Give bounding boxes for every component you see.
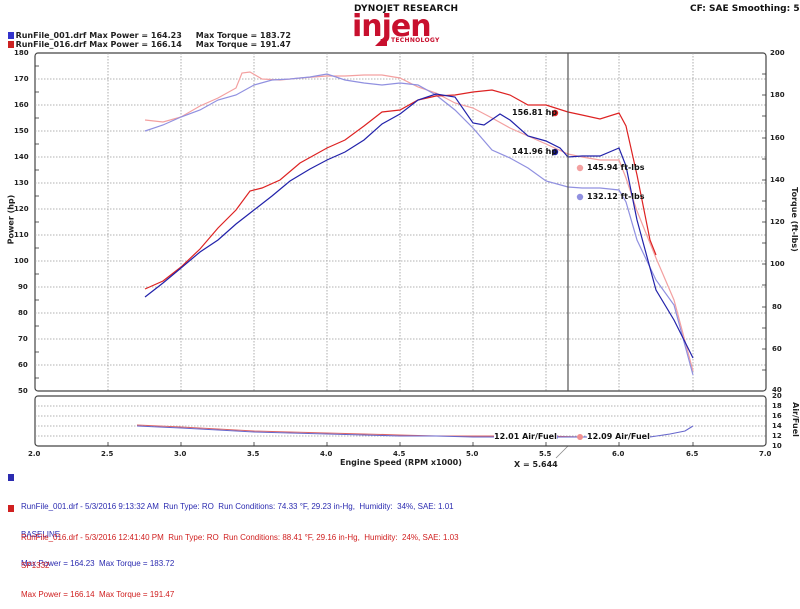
injen-logo: injen: [352, 9, 432, 44]
run2-description: SP1332: [21, 561, 50, 570]
power-tick: 90: [18, 283, 28, 291]
legend-run-1: RunFile_001.drf Max Power = 164.23 Max To…: [2, 22, 291, 40]
torque-tick: 160: [770, 134, 785, 142]
power-tick: 80: [18, 309, 28, 317]
logo-triangle-icon: [375, 34, 387, 46]
power-tick: 160: [14, 101, 29, 109]
torque-tick: 140: [770, 176, 785, 184]
power-tick: 180: [14, 49, 29, 57]
legend-run-1-file: RunFile_001.drf: [15, 31, 87, 40]
red-power-marker-label: 156.81 hp: [512, 108, 558, 117]
x-tick: 7.0: [759, 450, 772, 458]
torque-axis-label: Torque (ft-lbs): [789, 187, 799, 252]
legend-run-1-power: Max Power = 164.23: [89, 31, 182, 40]
legend-run-2-power: Max Power = 166.14: [89, 40, 182, 49]
x-tick: 3.0: [174, 450, 187, 458]
run2-info: RunFile_016.drf - 5/3/2016 12:41:40 PM R…: [8, 504, 459, 609]
power-tick: 60: [18, 361, 28, 369]
torque-tick: 80: [772, 303, 782, 311]
power-axis-label: Power (hp): [6, 194, 16, 245]
power-tick: 130: [14, 179, 29, 187]
legend-run-2-file: RunFile_016.drf: [15, 40, 87, 49]
power-tick: 120: [14, 205, 29, 213]
power-tick: 110: [14, 231, 29, 239]
red-swatch-icon: [8, 505, 14, 512]
blue-swatch-icon: [7, 32, 14, 39]
afr-tick: 14: [772, 422, 782, 430]
power-tick: 150: [14, 127, 29, 135]
x-tick: 5.0: [466, 450, 479, 458]
x-tick: 4.5: [393, 450, 406, 458]
blue-torque-marker-label: 132.12 ft-lbs: [587, 192, 645, 201]
power-tick: 70: [18, 335, 28, 343]
red-torque-marker-label: 145.94 ft-lbs: [587, 163, 645, 172]
run1-details: RunFile_001.drf - 5/3/2016 9:13:32 AM Ru…: [21, 501, 454, 511]
afr-tick: 18: [772, 402, 782, 410]
x-tick: 6.5: [686, 450, 699, 458]
run2-max-values: Max Power = 166.14 Max Torque = 191.47: [21, 589, 175, 599]
blue-power-marker-label: 141.96 hp: [512, 147, 558, 156]
legend-run-2: RunFile_016.drf Max Power = 166.14 Max To…: [2, 31, 291, 49]
blue-swatch-icon: [8, 474, 14, 481]
x-tick: 5.5: [539, 450, 552, 458]
torque-tick: 60: [772, 345, 782, 353]
red-afr-marker-label: 12.09 Air/Fuel: [587, 432, 650, 441]
afr-tick: 12: [772, 432, 782, 440]
afr-tick: 20: [772, 392, 782, 400]
x-axis-label: Engine Speed (RPM x1000): [340, 458, 462, 467]
torque-tick: 100: [770, 260, 785, 268]
dyno-chart: [34, 52, 767, 459]
blue-afr-marker-label: 12.01 Air/Fuel: [494, 432, 557, 441]
red-swatch-icon: [7, 41, 14, 48]
x-tick: 3.5: [247, 450, 260, 458]
power-tick: 140: [14, 153, 29, 161]
torque-tick: 200: [770, 49, 785, 57]
settings-text: CF: SAE Smoothing: 5: [690, 4, 800, 14]
torque-tick: 40: [772, 386, 782, 394]
torque-tick: 120: [770, 218, 785, 226]
x-tick: 2.0: [28, 450, 41, 458]
power-tick: 170: [14, 75, 29, 83]
x-tick: 2.5: [101, 450, 114, 458]
afr-axis-label: Air/Fuel: [790, 402, 800, 437]
torque-tick: 180: [770, 91, 785, 99]
x-tick: 4.0: [320, 450, 333, 458]
dynojet-title: DYNOJET RESEARCH: [354, 4, 459, 14]
legend-run-1-torque: Max Torque = 183.72: [195, 31, 291, 40]
cursor-x-label: X = 5.644: [514, 460, 558, 469]
legend-run-2-torque: Max Torque = 191.47: [195, 40, 291, 49]
afr-tick: 16: [772, 412, 782, 420]
injen-logo-sub: TECHNOLOGY: [391, 37, 440, 44]
afr-tick: 10: [772, 442, 782, 450]
power-tick: 50: [18, 387, 28, 395]
power-tick: 100: [14, 257, 29, 265]
x-tick: 6.0: [612, 450, 625, 458]
